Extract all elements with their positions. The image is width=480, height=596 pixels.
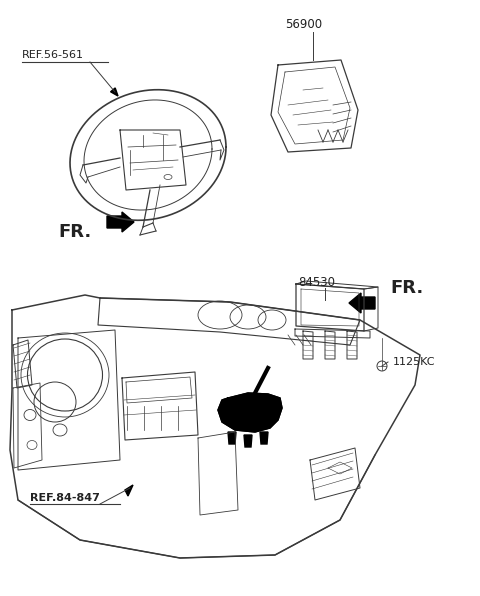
Text: 84530: 84530: [298, 275, 335, 288]
Polygon shape: [218, 393, 282, 432]
Polygon shape: [260, 432, 268, 444]
Polygon shape: [244, 435, 252, 447]
Text: FR.: FR.: [390, 279, 423, 297]
Polygon shape: [110, 88, 118, 96]
Text: 1125KC: 1125KC: [393, 357, 435, 367]
Polygon shape: [125, 485, 133, 496]
Polygon shape: [228, 432, 236, 444]
Polygon shape: [107, 212, 134, 232]
Text: REF.84-847: REF.84-847: [30, 493, 100, 503]
Polygon shape: [349, 293, 375, 313]
Text: 56900: 56900: [285, 18, 322, 32]
Text: FR.: FR.: [58, 223, 91, 241]
Text: REF.56-561: REF.56-561: [22, 50, 84, 60]
